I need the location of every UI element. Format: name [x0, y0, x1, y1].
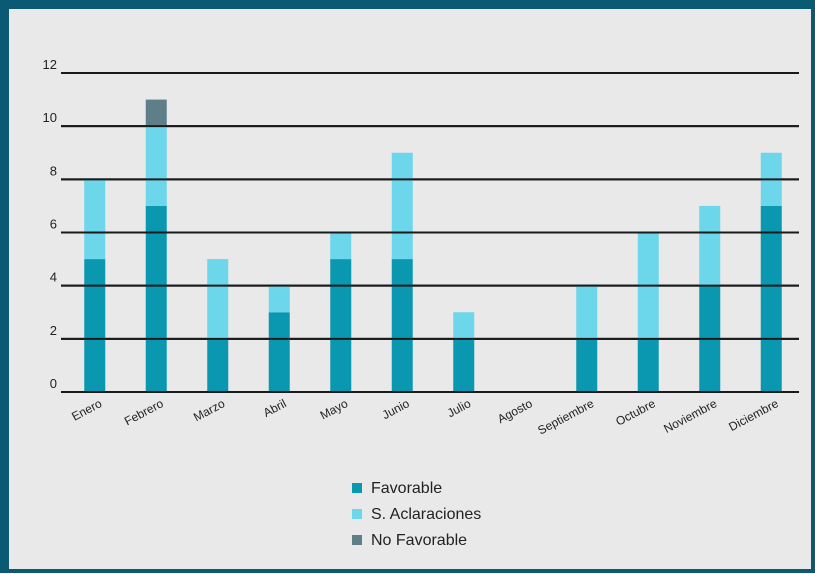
legend-label: Favorable: [371, 480, 442, 497]
bar-segment: [391, 152, 413, 260]
bars: [61, 72, 799, 393]
x-axis-labels: Enero Febrero Marzo Abril Mayo Junio Julio Agos…: [69, 396, 781, 437]
x-tick-label: Octubre: [613, 396, 658, 429]
x-tick-label: Junio: [380, 396, 412, 422]
x-tick-label: Diciembre: [726, 396, 781, 434]
bar-segment: [576, 338, 598, 392]
x-tick-label: Septiembre: [535, 396, 596, 437]
bar-segment: [330, 232, 352, 260]
legend-swatch: [352, 509, 362, 519]
bar-segment: [145, 126, 167, 206]
bar-segment: [453, 338, 475, 392]
x-tick-label: Noviembre: [661, 396, 719, 436]
bar-segment: [576, 285, 598, 339]
stacked-bar-chart: 0 2 4 6 8 10 12 Enero Febrero Marzo Abril Mayo Juni…: [43, 57, 799, 549]
bar-segment: [207, 338, 229, 392]
bar-segment: [637, 338, 659, 392]
x-tick-label: Enero: [69, 396, 104, 424]
legend-swatch: [352, 535, 362, 545]
bar-segment: [453, 312, 475, 339]
bar-segment: [760, 205, 782, 392]
bar-segment: [699, 205, 721, 286]
bar-segment: [330, 259, 352, 392]
bar-segment: [145, 205, 167, 392]
legend-label: No Favorable: [371, 532, 467, 549]
y-tick-label: 2: [50, 323, 57, 338]
y-axis-ticks: 0 2 4 6 8 10 12: [43, 57, 57, 391]
legend-swatch: [352, 483, 362, 493]
x-tick-label: Agosto: [495, 396, 535, 426]
x-tick-label: Febrero: [122, 396, 166, 428]
bar-segment: [84, 259, 106, 392]
legend: Favorable S. Aclaraciones No Favorable: [352, 480, 481, 549]
bar-segment: [391, 259, 413, 392]
x-tick-label: Marzo: [191, 396, 227, 424]
bar-segment: [207, 259, 229, 339]
x-tick-label: Julio: [445, 396, 474, 420]
bar-segment: [145, 99, 167, 127]
y-tick-label: 4: [50, 270, 57, 285]
legend-label: S. Aclaraciones: [371, 506, 481, 523]
y-tick-label: 12: [43, 57, 57, 72]
bar-segment: [268, 285, 290, 313]
x-tick-label: Abril: [261, 396, 289, 420]
bar-segment: [84, 179, 106, 260]
y-tick-label: 10: [43, 110, 57, 125]
bar-segment: [268, 312, 290, 392]
y-tick-label: 0: [50, 376, 57, 391]
y-tick-label: 8: [50, 163, 57, 178]
y-tick-label: 6: [50, 217, 57, 232]
x-tick-label: Mayo: [318, 396, 351, 422]
